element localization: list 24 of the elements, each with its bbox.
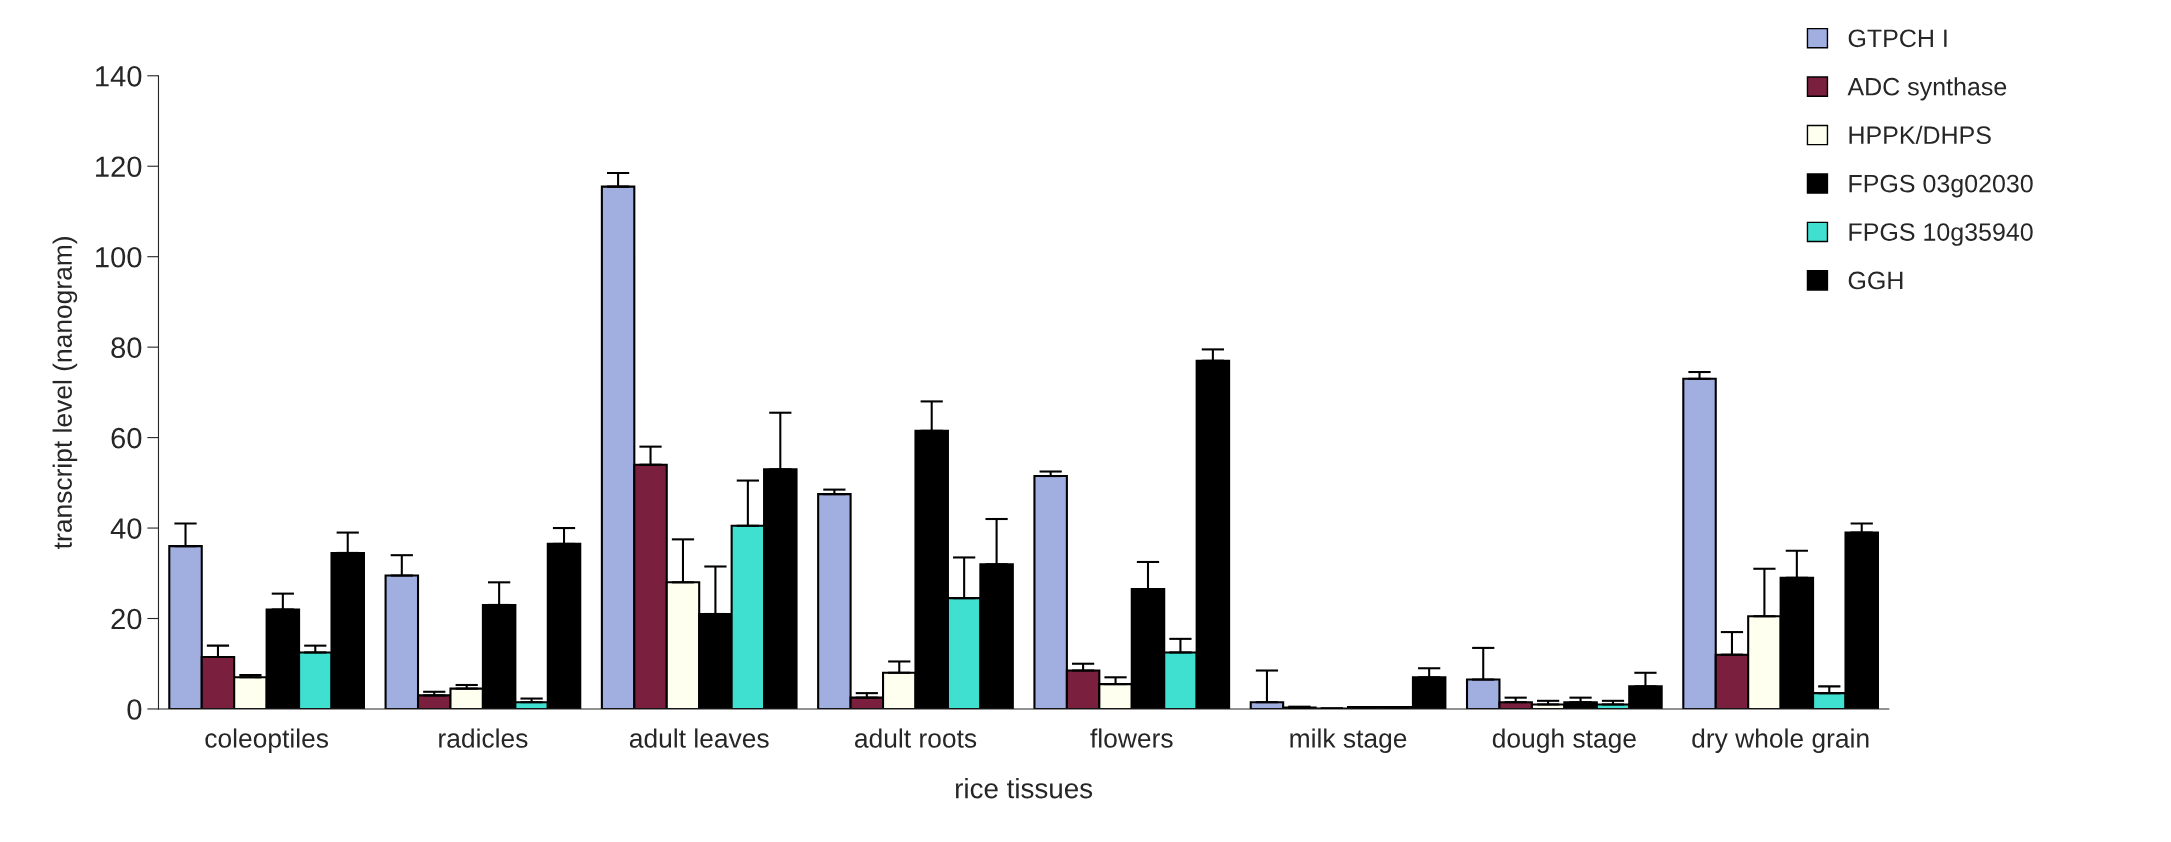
- x-tick-label: adult roots: [855, 728, 977, 748]
- y-tick-label: 40: [110, 518, 142, 539]
- x-axis-title: rice tissues: [956, 778, 1093, 799]
- y-tick-label: 0: [127, 699, 142, 720]
- y-tick-label: 140: [96, 65, 142, 87]
- legend-label: FPGS 03g02030: [1849, 174, 2033, 198]
- legend-label: HPPK/DHPS: [1849, 125, 1991, 144]
- legend-label: ADC synthase: [1847, 77, 2007, 101]
- y-axis-title: transcript level (nanogram): [52, 237, 78, 549]
- y-tick-label: 20: [111, 608, 142, 630]
- x-tick-label: flowers: [1090, 728, 1173, 748]
- legend-label: GGH: [1848, 271, 1903, 290]
- legend-label: FPGS 10g35940: [1849, 223, 2033, 246]
- x-tick-label: coleoptiles: [205, 728, 329, 754]
- legend-label: GTPCH I: [1848, 29, 1947, 48]
- y-tick-label: 120: [96, 156, 142, 178]
- y-tick-label: 60: [111, 427, 142, 449]
- y-tick-label: 100: [96, 246, 142, 268]
- x-tick-label: radicles: [439, 728, 528, 748]
- y-tick-label: 80: [111, 337, 142, 358]
- x-tick-label: adult leaves: [629, 728, 769, 748]
- x-tick-label: milk stage: [1290, 728, 1407, 754]
- x-tick-label: dry whole grain: [1692, 728, 1869, 754]
- x-tick-label: dough stage: [1492, 728, 1636, 754]
